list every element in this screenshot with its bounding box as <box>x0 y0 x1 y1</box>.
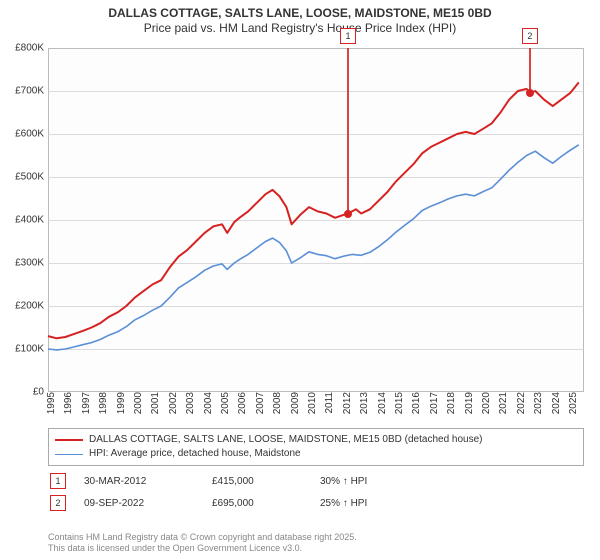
y-tick-label: £800K <box>0 43 44 54</box>
x-tick-label: 2013 <box>359 392 363 414</box>
y-tick-label: £0 <box>0 387 44 398</box>
sale-price: £695,000 <box>212 498 302 509</box>
y-tick-label: £300K <box>0 258 44 269</box>
y-tick-label: £400K <box>0 215 44 226</box>
sale-marker-dot <box>344 210 352 218</box>
x-tick-label: 2012 <box>342 392 346 414</box>
x-tick-label: 2003 <box>185 392 189 414</box>
sale-date: 09-SEP-2022 <box>84 498 194 509</box>
legend-swatch <box>55 454 83 455</box>
x-tick-label: 2000 <box>133 392 137 414</box>
x-tick-label: 2024 <box>551 392 555 414</box>
sale-marker-dot <box>526 89 534 97</box>
sale-marker-box: 1 <box>340 28 356 44</box>
sale-date: 30-MAR-2012 <box>84 476 194 487</box>
sale-marker-line <box>529 48 531 93</box>
sale-pct-vs-hpi: 25% ↑ HPI <box>320 498 582 509</box>
chart-title-line1: DALLAS COTTAGE, SALTS LANE, LOOSE, MAIDS… <box>0 6 600 21</box>
x-tick-label: 2011 <box>324 392 328 414</box>
x-tick-label: 2023 <box>533 392 537 414</box>
x-tick-label: 2022 <box>516 392 520 414</box>
x-tick-label: 2019 <box>464 392 468 414</box>
x-tick-label: 2004 <box>203 392 207 414</box>
x-tick-label: 2005 <box>220 392 224 414</box>
sale-row: 2 09-SEP-2022 £695,000 25% ↑ HPI <box>48 492 584 514</box>
y-tick-label: £600K <box>0 129 44 140</box>
x-tick-label: 2007 <box>255 392 259 414</box>
y-tick-label: £700K <box>0 86 44 97</box>
sale-marker-line <box>347 48 349 214</box>
x-tick-label: 1997 <box>81 392 85 414</box>
sale-marker-box: 2 <box>522 28 538 44</box>
legend-swatch <box>55 439 83 441</box>
x-tick-label: 1999 <box>116 392 120 414</box>
attribution: Contains HM Land Registry data © Crown c… <box>48 532 357 555</box>
attribution-line1: Contains HM Land Registry data © Crown c… <box>48 532 357 543</box>
y-tick-label: £100K <box>0 344 44 355</box>
x-tick-label: 1996 <box>63 392 67 414</box>
sale-number-box: 1 <box>50 473 66 489</box>
x-tick-label: 1998 <box>98 392 102 414</box>
x-tick-label: 2025 <box>568 392 572 414</box>
x-tick-label: 2010 <box>307 392 311 414</box>
x-tick-label: 2001 <box>150 392 154 414</box>
attribution-line2: This data is licensed under the Open Gov… <box>48 543 357 554</box>
sale-pct-vs-hpi: 30% ↑ HPI <box>320 476 582 487</box>
line-series <box>48 48 584 392</box>
sale-number-box: 2 <box>50 495 66 511</box>
chart-title-line2: Price paid vs. HM Land Registry's House … <box>0 21 600 36</box>
sale-row: 1 30-MAR-2012 £415,000 30% ↑ HPI <box>48 470 584 492</box>
sale-price: £415,000 <box>212 476 302 487</box>
x-tick-label: 2014 <box>377 392 381 414</box>
legend-row: HPI: Average price, detached house, Maid… <box>55 447 577 461</box>
series-line-subject <box>48 82 579 338</box>
x-tick-label: 2002 <box>168 392 172 414</box>
x-tick-label: 2009 <box>290 392 294 414</box>
x-tick-label: 2006 <box>237 392 241 414</box>
series-line-hpi <box>48 145 579 350</box>
x-tick-label: 1995 <box>46 392 50 414</box>
x-tick-label: 2020 <box>481 392 485 414</box>
x-tick-label: 2018 <box>446 392 450 414</box>
legend-label: DALLAS COTTAGE, SALTS LANE, LOOSE, MAIDS… <box>89 433 482 447</box>
y-tick-label: £200K <box>0 301 44 312</box>
legend-row: DALLAS COTTAGE, SALTS LANE, LOOSE, MAIDS… <box>55 433 577 447</box>
sales-table: 1 30-MAR-2012 £415,000 30% ↑ HPI 2 09-SEP-202… <box>48 470 584 514</box>
x-tick-label: 2008 <box>272 392 276 414</box>
chart-title-block: DALLAS COTTAGE, SALTS LANE, LOOSE, MAIDS… <box>0 0 600 36</box>
y-tick-label: £500K <box>0 172 44 183</box>
chart-area: £0£100K£200K£300K£400K£500K£600K£700K£80… <box>48 48 584 392</box>
legend: DALLAS COTTAGE, SALTS LANE, LOOSE, MAIDS… <box>48 428 584 466</box>
x-tick-label: 2021 <box>498 392 502 414</box>
x-tick-label: 2015 <box>394 392 398 414</box>
x-tick-label: 2017 <box>429 392 433 414</box>
legend-label: HPI: Average price, detached house, Maid… <box>89 447 301 461</box>
x-tick-label: 2016 <box>411 392 415 414</box>
